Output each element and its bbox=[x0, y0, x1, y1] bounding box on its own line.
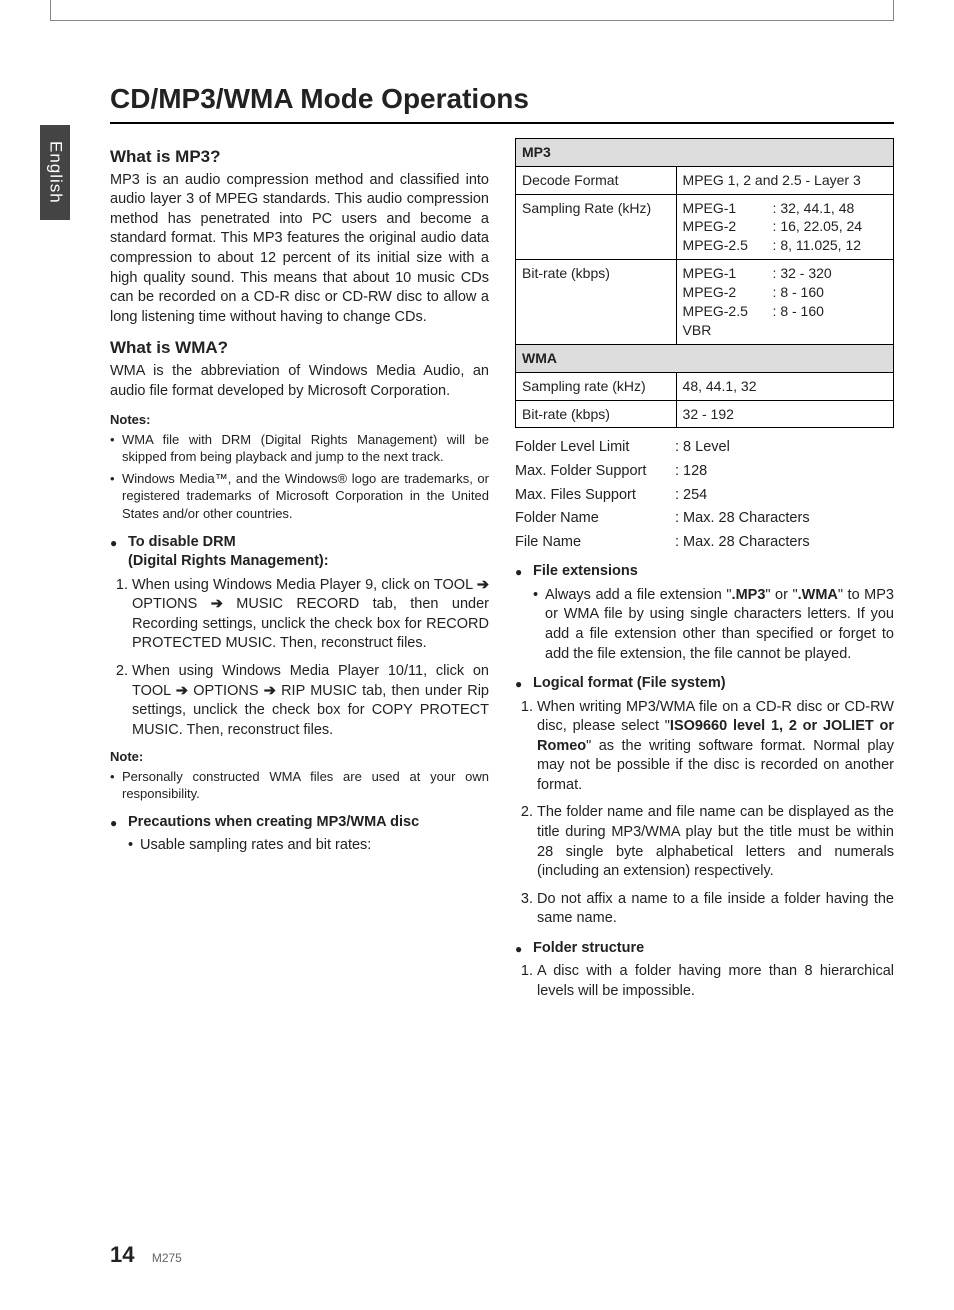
page-number: 14 bbox=[110, 1242, 134, 1267]
spec-key: Bit-rate (kbps) bbox=[516, 260, 677, 345]
heading-precautions: Precautions when creating MP3/WMA disc bbox=[110, 813, 489, 833]
kv-val: : Max. 28 Characters bbox=[675, 509, 894, 529]
spec-key: Sampling rate (kHz) bbox=[516, 372, 677, 400]
heading-disable-drm: To disable DRM (Digital Rights Managemen… bbox=[110, 533, 489, 572]
table-section-wma: WMA bbox=[516, 344, 894, 372]
arrow-icon: ➔ bbox=[477, 577, 489, 593]
table-section-mp3: MP3 bbox=[516, 138, 894, 166]
notes-heading: Notes: bbox=[110, 411, 489, 429]
limits-block: Folder Level Limit: 8 Level Max. Folder … bbox=[515, 438, 894, 552]
kv-row: Max. Folder Support: 128 bbox=[515, 462, 894, 482]
crop-mark bbox=[50, 0, 51, 20]
spec-val: 48, 44.1, 32 bbox=[676, 372, 893, 400]
spec-key: Sampling Rate (kHz) bbox=[516, 194, 677, 260]
arrow-icon: ➔ bbox=[264, 683, 276, 699]
heading-what-is-wma: What is WMA? bbox=[110, 337, 489, 360]
spec-key: Decode Format bbox=[516, 166, 677, 194]
ext-mp3: .MP3 bbox=[732, 587, 766, 603]
note-item: WMA file with DRM (Digital Rights Manage… bbox=[110, 431, 489, 466]
t: Always add a file extension " bbox=[545, 587, 732, 603]
folder-steps: A disc with a folder having more than 8 … bbox=[515, 962, 894, 1001]
heading-what-is-mp3: What is MP3? bbox=[110, 146, 489, 169]
t: When using Windows Media Player 9, click… bbox=[132, 577, 477, 593]
drm-step: When using Windows Media Player 10/11, c… bbox=[132, 662, 489, 740]
spec-val: MPEG 1, 2 and 2.5 - Layer 3 bbox=[676, 166, 893, 194]
folder-step: A disc with a folder having more than 8 … bbox=[537, 962, 894, 1001]
model-code: M275 bbox=[152, 1251, 182, 1265]
kv-val: : 254 bbox=[675, 486, 894, 506]
kv-row: Folder Name: Max. 28 Characters bbox=[515, 509, 894, 529]
content-area: CD/MP3/WMA Mode Operations What is MP3? … bbox=[110, 80, 894, 1010]
logical-step: The folder name and file name can be dis… bbox=[537, 803, 894, 881]
logical-steps: When writing MP3/WMA file on a CD-R disc… bbox=[515, 698, 894, 929]
spec-val: 32 - 192 bbox=[676, 400, 893, 428]
notes-list: WMA file with DRM (Digital Rights Manage… bbox=[110, 431, 489, 523]
kv-key: Folder Level Limit bbox=[515, 438, 675, 458]
title-rule bbox=[110, 122, 894, 124]
heading-logical-format: Logical format (File system) bbox=[515, 674, 894, 694]
kv-key: File Name bbox=[515, 533, 675, 553]
kv-key: Max. Files Support bbox=[515, 486, 675, 506]
crop-rule bbox=[50, 20, 894, 21]
precaution-item: Usable sampling rates and bit rates: bbox=[128, 836, 489, 856]
arrow-icon: ➔ bbox=[211, 596, 223, 612]
ext-wma: .WMA bbox=[798, 587, 838, 603]
heading-file-extensions: File extensions bbox=[515, 562, 894, 582]
arrow-icon: ➔ bbox=[176, 683, 188, 699]
kv-key: Max. Folder Support bbox=[515, 462, 675, 482]
drm-step: When using Windows Media Player 9, click… bbox=[132, 576, 489, 654]
t: " as the writing software format. Normal… bbox=[537, 738, 894, 793]
kv-row: Folder Level Limit: 8 Level bbox=[515, 438, 894, 458]
drm-line1: To disable DRM bbox=[128, 534, 236, 550]
drm-steps: When using Windows Media Player 9, click… bbox=[110, 576, 489, 741]
note-item: Personally constructed WMA files are use… bbox=[110, 768, 489, 803]
page: English CD/MP3/WMA Mode Operations What … bbox=[0, 0, 954, 1310]
right-column: MP3 Decode Format MPEG 1, 2 and 2.5 - La… bbox=[515, 138, 894, 1010]
page-footer: 14 M275 bbox=[110, 1240, 182, 1270]
t: OPTIONS bbox=[188, 683, 264, 699]
kv-val: : 8 Level bbox=[675, 438, 894, 458]
t: " or " bbox=[765, 587, 797, 603]
language-tab: English bbox=[40, 125, 70, 220]
body-wma: WMA is the abbreviation of Windows Media… bbox=[110, 362, 489, 401]
ext-list: Always add a file extension ".MP3" or ".… bbox=[515, 586, 894, 664]
note-list-2: Personally constructed WMA files are use… bbox=[110, 768, 489, 803]
ext-item: Always add a file extension ".MP3" or ".… bbox=[533, 586, 894, 664]
kv-val: : 128 bbox=[675, 462, 894, 482]
spec-val: MPEG-1: 32 - 320MPEG-2: 8 - 160MPEG-2.5:… bbox=[676, 260, 893, 345]
t: OPTIONS bbox=[132, 596, 211, 612]
two-columns: What is MP3? MP3 is an audio compression… bbox=[110, 138, 894, 1010]
drm-line2: (Digital Rights Management): bbox=[128, 553, 329, 569]
spec-val: MPEG-1: 32, 44.1, 48MPEG-2: 16, 22.05, 2… bbox=[676, 194, 893, 260]
note-heading: Note: bbox=[110, 748, 489, 766]
body-mp3: MP3 is an audio compression method and c… bbox=[110, 171, 489, 328]
kv-val: : Max. 28 Characters bbox=[675, 533, 894, 553]
note-item: Windows Media™, and the Windows® logo ar… bbox=[110, 470, 489, 523]
heading-folder-structure: Folder structure bbox=[515, 939, 894, 959]
left-column: What is MP3? MP3 is an audio compression… bbox=[110, 138, 489, 1010]
precautions-list: Usable sampling rates and bit rates: bbox=[110, 836, 489, 856]
kv-key: Folder Name bbox=[515, 509, 675, 529]
logical-step: Do not affix a name to a file inside a f… bbox=[537, 890, 894, 929]
crop-mark bbox=[893, 0, 894, 20]
spec-key: Bit-rate (kbps) bbox=[516, 400, 677, 428]
kv-row: File Name: Max. 28 Characters bbox=[515, 533, 894, 553]
logical-step: When writing MP3/WMA file on a CD-R disc… bbox=[537, 698, 894, 796]
spec-table: MP3 Decode Format MPEG 1, 2 and 2.5 - La… bbox=[515, 138, 894, 429]
kv-row: Max. Files Support: 254 bbox=[515, 486, 894, 506]
page-title: CD/MP3/WMA Mode Operations bbox=[110, 80, 894, 118]
